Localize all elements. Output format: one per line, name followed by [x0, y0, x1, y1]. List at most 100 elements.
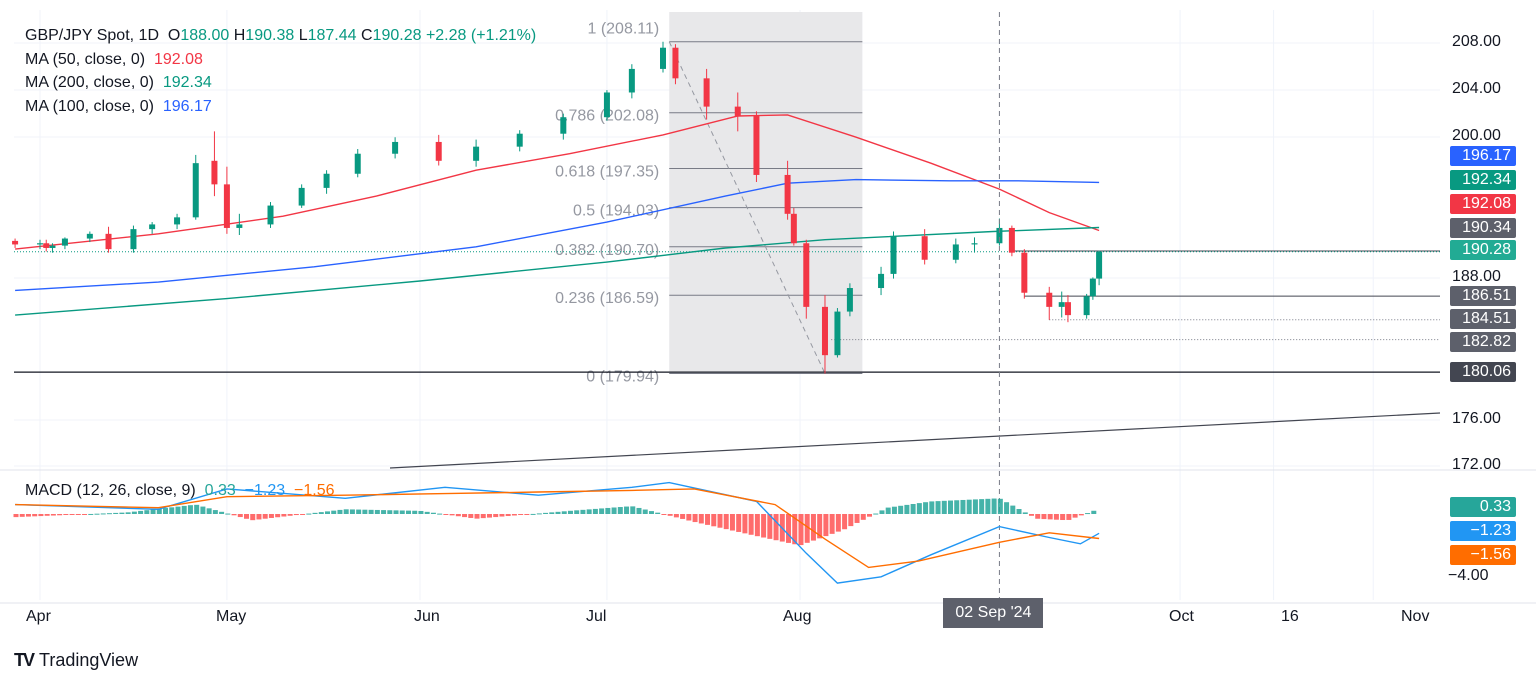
- macd-histogram-bar: [181, 505, 187, 514]
- macd-histogram-bar: [729, 514, 735, 531]
- macd-histogram-bar: [680, 514, 686, 519]
- macd-histogram-bar: [349, 509, 355, 514]
- macd-histogram-bar: [455, 514, 461, 517]
- macd-histogram-bar: [511, 514, 517, 516]
- macd-hist-value: 0.33: [204, 482, 236, 499]
- candle-body: [43, 243, 50, 248]
- macd-histogram-bar: [275, 514, 281, 518]
- price-label: 192.08: [1450, 194, 1516, 214]
- macd-histogram-bar: [443, 514, 449, 515]
- macd-histogram-bar: [405, 510, 411, 514]
- price-axis-tick: 172.00: [1452, 456, 1501, 473]
- macd-histogram-bar: [150, 509, 156, 514]
- macd-histogram-bar: [842, 514, 848, 530]
- macd-histogram-bar: [486, 514, 492, 518]
- macd-histogram-bar: [63, 514, 69, 516]
- candle-body: [672, 47, 679, 79]
- macd-histogram-bar: [57, 514, 63, 516]
- ma100-value: 196.17: [162, 97, 212, 115]
- macd-histogram-bar: [1016, 509, 1022, 514]
- ma50-line: [15, 114, 1100, 250]
- candle-body: [846, 288, 853, 312]
- ma100-row[interactable]: MA (100, close, 0) 196.17: [25, 95, 536, 119]
- macd-histogram-bar: [424, 511, 430, 514]
- candle-body: [878, 273, 885, 289]
- price-label: 192.34: [1450, 170, 1516, 190]
- candle-body: [1058, 302, 1065, 307]
- macd-histogram-bar: [387, 510, 393, 514]
- macd-histogram-bar: [773, 514, 779, 541]
- macd-histogram-bar: [767, 514, 773, 539]
- symbol-title[interactable]: GBP/JPY Spot, 1D: [25, 27, 159, 44]
- macd-histogram-bar: [935, 501, 941, 514]
- macd-histogram-bar: [231, 514, 237, 516]
- candle-body: [1021, 252, 1028, 293]
- price-axis-tick: 204.00: [1452, 80, 1501, 97]
- ma50-row[interactable]: MA (50, close, 0) 192.08: [25, 48, 536, 72]
- macd-histogram-bar: [592, 508, 598, 514]
- macd-histogram-bar: [898, 505, 904, 514]
- candle-body: [952, 244, 959, 260]
- macd-histogram-bar: [574, 510, 580, 514]
- macd-histogram-bar: [206, 508, 212, 514]
- tradingview-brand[interactable]: TV TradingView: [14, 650, 138, 671]
- macd-legend[interactable]: MACD (12, 26, close, 9) 0.33 −1.23 −1.56: [25, 482, 335, 500]
- candle-body: [1096, 251, 1103, 279]
- macd-histogram-bar: [131, 511, 137, 514]
- price-axis-tick: 176.00: [1452, 410, 1501, 427]
- macd-histogram-bar: [792, 514, 798, 545]
- macd-histogram-bar: [536, 513, 542, 515]
- candle-body: [149, 224, 156, 230]
- fib-level-label: 1 (208.11): [587, 21, 659, 38]
- ohlc-row: GBP/JPY Spot, 1D O188.00 H190.38 L187.44…: [25, 24, 536, 48]
- macd-histogram-bar: [32, 514, 38, 517]
- macd-histogram-bar: [948, 500, 953, 514]
- time-axis-label: Nov: [1401, 608, 1430, 625]
- fib-level-label: 0.382 (190.70): [555, 242, 659, 259]
- candle-body: [323, 173, 330, 188]
- macd-histogram-bar: [219, 511, 225, 514]
- ma50-value: 192.08: [153, 50, 203, 68]
- ma50-label: MA (50, close, 0): [25, 50, 146, 68]
- macd-histogram-bar: [194, 504, 200, 514]
- open-value: 188.00: [180, 27, 230, 44]
- candle-body: [61, 238, 68, 246]
- high-value: 190.38: [245, 27, 295, 44]
- macd-histogram-bar: [686, 514, 692, 521]
- macd-histogram-bar: [829, 514, 835, 534]
- macd-histogram-bar: [187, 505, 193, 514]
- macd-histogram-bar: [474, 514, 480, 519]
- macd-histogram-bar: [848, 514, 854, 527]
- macd-value-label: −1.56: [1450, 545, 1516, 565]
- time-axis-label: Oct: [1169, 608, 1194, 625]
- candle-body: [49, 245, 56, 248]
- macd-histogram-bar: [318, 512, 324, 514]
- macd-histogram-bar: [1091, 510, 1097, 514]
- macd-histogram-bar: [381, 510, 387, 514]
- macd-histogram-bar: [1047, 514, 1053, 520]
- candle-body: [174, 217, 181, 225]
- macd-histogram-bar: [1053, 514, 1059, 520]
- time-axis-label: 16: [1281, 608, 1299, 625]
- macd-histogram-bar: [1072, 514, 1078, 518]
- ma200-label: MA (200, close, 0): [25, 74, 154, 91]
- ma100-label: MA (100, close, 0): [25, 97, 154, 115]
- candle-body: [890, 236, 897, 274]
- macd-histogram-bar: [50, 514, 56, 516]
- macd-histogram-bar: [106, 513, 112, 515]
- macd-histogram-bar: [673, 514, 679, 518]
- price-label: 186.51: [1450, 286, 1516, 306]
- ma200-row[interactable]: MA (200, close, 0) 192.34: [25, 71, 536, 95]
- macd-histogram-bar: [100, 513, 106, 515]
- macd-histogram-bar: [867, 514, 873, 517]
- macd-histogram-bar: [923, 502, 929, 514]
- candle-body: [603, 92, 610, 118]
- macd-histogram-bar: [237, 514, 243, 518]
- macd-histogram-bar: [630, 506, 636, 514]
- macd-histogram-bar: [505, 514, 511, 517]
- macd-histogram-bar: [561, 511, 567, 514]
- fib-level-label: 0 (179.94): [586, 369, 659, 386]
- ma100-line: [15, 178, 1100, 292]
- macd-histogram-bar: [356, 509, 362, 514]
